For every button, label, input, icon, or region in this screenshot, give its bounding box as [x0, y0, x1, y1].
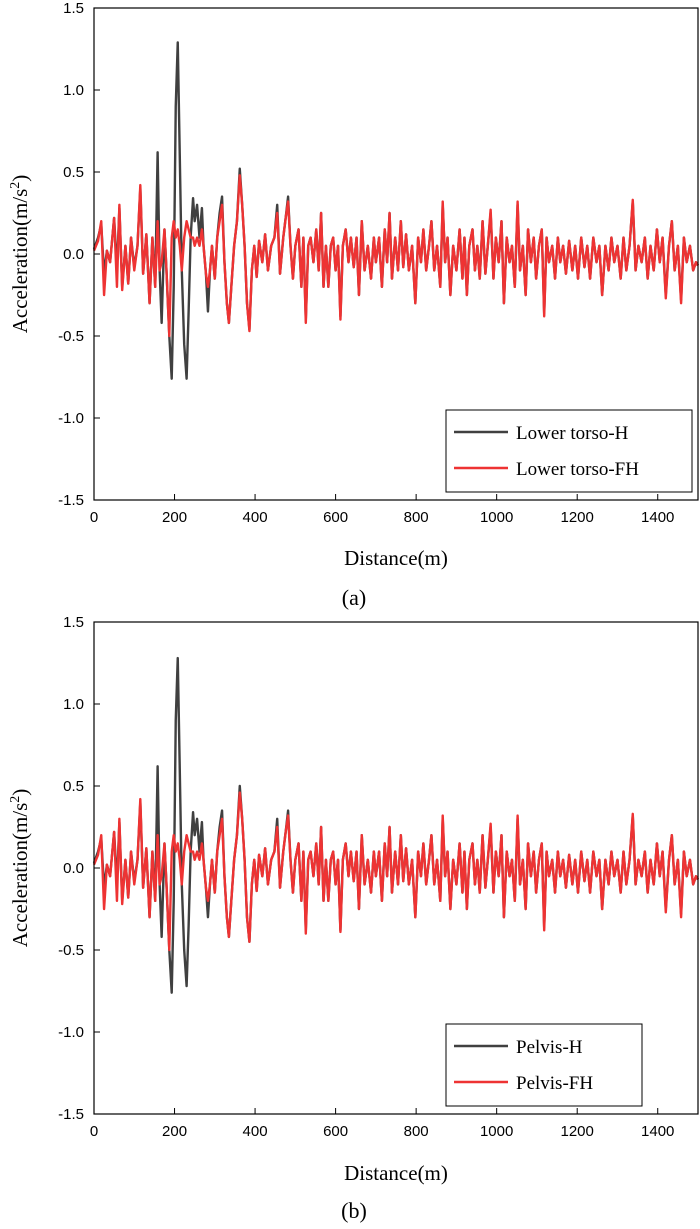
x-tick-label: 400	[243, 1123, 268, 1140]
legend-label: Pelvis-H	[516, 1037, 583, 1058]
x-tick-label: 400	[243, 509, 268, 526]
panel-a: 0 200 400 600 800 1000 1200 1400 -1.5 -1.0 -0.5 0.0…	[8, 0, 700, 610]
y-tick-label: -0.5	[58, 328, 84, 345]
y-tick-label: -1.0	[58, 410, 84, 427]
x-tick-label: 1000	[480, 1123, 513, 1140]
legend-label: Lower torso-H	[516, 423, 629, 444]
x-tick-label: 800	[404, 509, 429, 526]
y-tick-label: 0.5	[63, 164, 84, 181]
y-axis-title: Acceleration(m/s2)	[8, 789, 32, 948]
legend: Lower torso-H Lower torso-FH	[445, 409, 693, 493]
y-tick-label: -1.5	[58, 1106, 84, 1123]
x-tick-label: 1200	[561, 1123, 594, 1140]
x-tick-label: 0	[90, 509, 98, 526]
x-tick-label: 0	[90, 1123, 98, 1140]
x-tick-label: 800	[404, 1123, 429, 1140]
y-tick-label: 0.5	[63, 778, 84, 795]
series-line-1	[92, 656, 700, 994]
x-tick-label: 1400	[641, 1123, 674, 1140]
x-tick-label: 1400	[641, 509, 674, 526]
x-tick-label: 1200	[561, 509, 594, 526]
y-tick-label: 1.0	[63, 696, 84, 713]
x-tick-label: 1000	[480, 509, 513, 526]
panel-caption: (a)	[342, 585, 366, 610]
legend-label: Lower torso-FH	[516, 459, 639, 480]
x-tick-label: 600	[323, 509, 348, 526]
y-axis-title: Acceleration(m/s2)	[8, 175, 32, 334]
series-line-2	[92, 791, 700, 952]
y-tick-label: 0.0	[63, 246, 84, 263]
y-tick-label: 1.5	[63, 0, 84, 17]
legend: Pelvis-H Pelvis-FH	[445, 1023, 643, 1107]
legend-box	[445, 1023, 643, 1107]
y-tick-label: -1.0	[58, 1024, 84, 1041]
series-line-2	[92, 174, 700, 338]
x-tick-label: 200	[162, 1123, 187, 1140]
panel-caption: (b)	[341, 1198, 367, 1223]
x-tick-label: 200	[162, 509, 187, 526]
y-tick-label: -1.5	[58, 492, 84, 509]
x-tick-label: 600	[323, 1123, 348, 1140]
x-axis-title: Distance(m)	[344, 1161, 448, 1185]
y-tick-label: 1.5	[63, 614, 84, 631]
legend-label: Pelvis-FH	[516, 1073, 593, 1094]
x-axis-title: Distance(m)	[344, 546, 448, 570]
legend-box	[445, 409, 693, 493]
y-tick-label: 1.0	[63, 82, 84, 99]
y-tick-label: 0.0	[63, 860, 84, 877]
y-tick-label: -0.5	[58, 942, 84, 959]
panel-b: 0 200 400 600 800 1000 1200 1400 -1.5 -1.0 -0.5 0.0…	[8, 614, 700, 1223]
series-line-1	[92, 41, 700, 380]
